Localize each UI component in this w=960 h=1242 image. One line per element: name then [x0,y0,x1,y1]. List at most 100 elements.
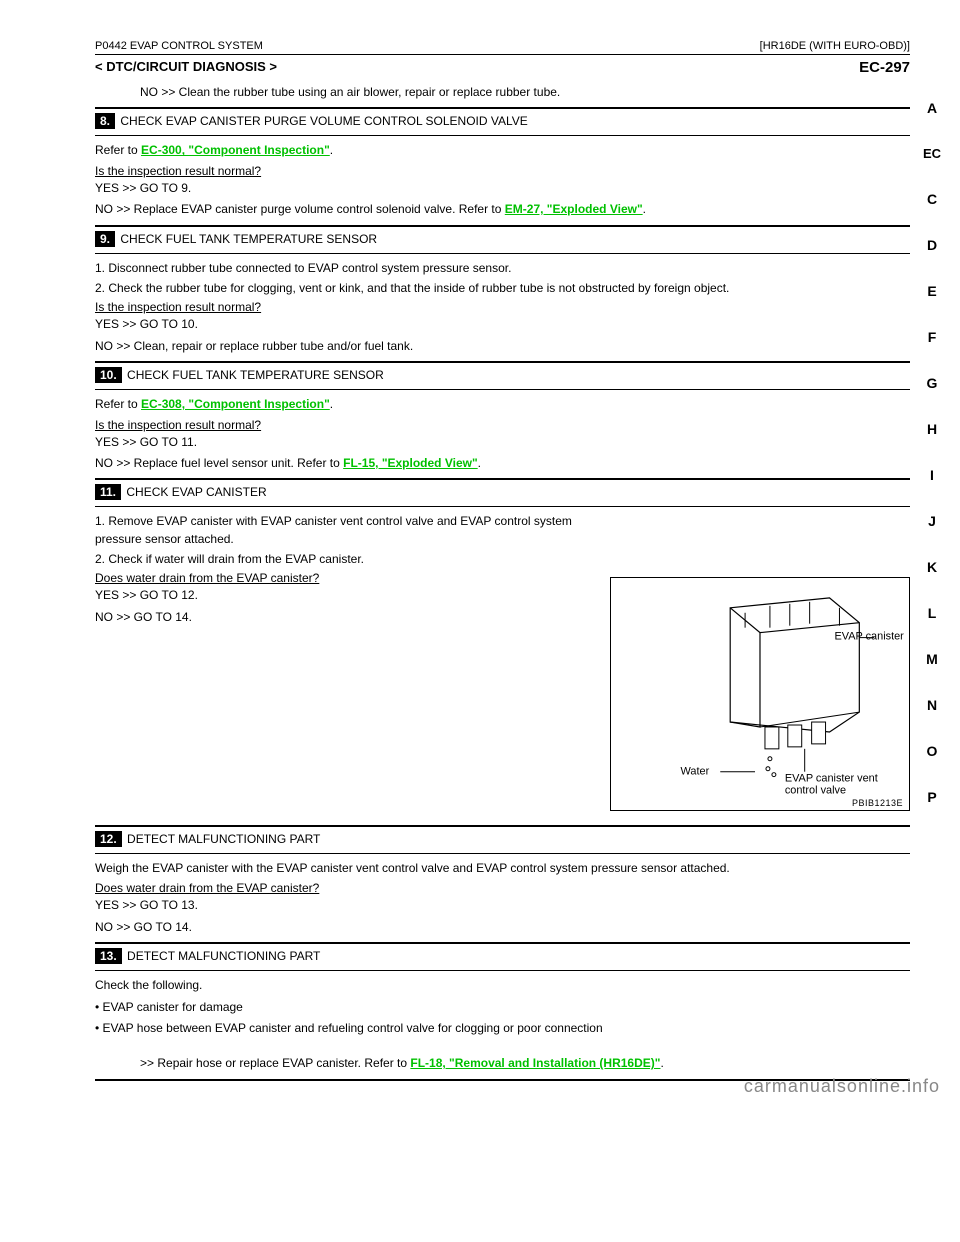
link-fl18[interactable]: FL-18, "Removal and Installation (HR16DE… [410,1056,660,1070]
step-11-l2: Check if water will drain from the EVAP … [95,551,575,568]
step-8-ref: Refer to EC-300, "Component Inspection". [95,142,910,159]
step-12-yes: YES >> GO TO 13. [95,897,910,914]
step-13-arrow: >> Repair hose or replace EVAP canister.… [140,1055,910,1072]
link-ec300[interactable]: EC-300, "Component Inspection" [141,143,330,157]
fig-label-water: Water [681,766,710,778]
subheader: < DTC/CIRCUIT DIAGNOSIS > EC-297 [95,59,910,82]
step-13-arrow-pre: >> Repair hose or replace EVAP canister.… [140,1056,410,1070]
tab-n[interactable]: N [920,697,944,713]
link-ec308[interactable]: EC-308, "Component Inspection" [141,397,330,411]
tab-m[interactable]: M [920,651,944,667]
step-13-arrow-post: . [660,1056,663,1070]
step-10-yes: YES >> GO TO 11. [95,434,910,451]
step-9-l1: Disconnect rubber tube connected to EVAP… [95,260,910,277]
fig-label-canister: EVAP canister [834,631,904,643]
tab-j[interactable]: J [920,513,944,529]
step-8-yes: YES >> GO TO 9. [95,180,910,197]
evap-canister-figure: EVAP canister Water EVAP canister vent c… [610,577,910,811]
step-10-header: 10. CHECK FUEL TANK TEMPERATURE SENSOR [95,367,910,383]
step-11-l1: Remove EVAP canister with EVAP canister … [95,513,575,548]
page-container: A EC C D E F G H I J K L M N O P P0442 E… [0,0,960,1105]
side-tab-strip: A EC C D E F G H I J K L M N O P [920,100,944,805]
step-9-list: Disconnect rubber tube connected to EVAP… [95,260,910,298]
step-13-b2: • EVAP hose between EVAP canister and re… [95,1020,910,1037]
step-divider-8 [95,107,910,109]
step-10-num: 10. [95,367,122,383]
step-8-prompt: Is the inspection result normal? [95,164,910,178]
step-12-prompt: Does water drain from the EVAP canister? [95,881,910,895]
tab-e[interactable]: E [920,283,944,299]
thin-rule [95,135,910,136]
svg-text:control valve: control valve [785,785,846,797]
step-10-ref-pre: Refer to [95,397,141,411]
carryover-no: NO >> Clean the rubber tube using an air… [140,84,910,101]
step-9-title: CHECK FUEL TANK TEMPERATURE SENSOR [120,232,377,246]
tab-ec[interactable]: EC [920,146,944,161]
tab-d[interactable]: D [920,237,944,253]
step-12-line: Weigh the EVAP canister with the EVAP ca… [95,860,910,877]
step-10-title: CHECK FUEL TANK TEMPERATURE SENSOR [127,368,384,382]
step-8-num: 8. [95,113,115,129]
step-12-header: 12. DETECT MALFUNCTIONING PART [95,831,910,847]
dtc-label: < DTC/CIRCUIT DIAGNOSIS > [95,59,277,74]
step-divider-10 [95,361,910,363]
step-divider-12 [95,825,910,827]
tab-i[interactable]: I [920,467,944,483]
step-10-prompt: Is the inspection result normal? [95,418,910,432]
step-8-no: NO >> Replace EVAP canister purge volume… [95,201,910,218]
tab-c[interactable]: C [920,191,944,207]
step-9-l2: Check the rubber tube for clogging, vent… [95,280,910,297]
step-8-ref-pre: Refer to [95,143,141,157]
link-fl15[interactable]: FL-15, "Exploded View" [343,456,478,470]
step-9-num: 9. [95,231,115,247]
step-8-header: 8. CHECK EVAP CANISTER PURGE VOLUME CONT… [95,113,910,129]
header-left: P0442 EVAP CONTROL SYSTEM [95,40,263,52]
canister-illustration: EVAP canister Water EVAP canister vent c… [611,578,909,797]
thin-rule-9 [95,253,910,254]
header-right: [HR16DE (WITH EURO-OBD)] [760,40,910,52]
step-10-ref: Refer to EC-308, "Component Inspection". [95,396,910,413]
tab-k[interactable]: K [920,559,944,575]
step-13-intro: Check the following. [95,977,910,994]
tab-f[interactable]: F [920,329,944,345]
watermark: carmanualsonline.info [744,1076,940,1097]
step-9-header: 9. CHECK FUEL TANK TEMPERATURE SENSOR [95,231,910,247]
step-8-no-post: . [643,202,646,216]
step-9-prompt: Is the inspection result normal? [95,300,910,314]
tab-o[interactable]: O [920,743,944,759]
step-divider-11 [95,478,910,480]
page-header: P0442 EVAP CONTROL SYSTEM [HR16DE (WITH … [95,40,910,52]
step-13-header: 13. DETECT MALFUNCTIONING PART [95,948,910,964]
tab-a[interactable]: A [920,100,944,116]
step-11-num: 11. [95,484,121,500]
step-13-b1: • EVAP canister for damage [95,999,910,1016]
step-12-num: 12. [95,831,122,847]
thin-rule-12 [95,853,910,854]
step-11-header: 11. CHECK EVAP CANISTER [95,484,910,500]
step-12-title: DETECT MALFUNCTIONING PART [127,832,320,846]
tab-l[interactable]: L [920,605,944,621]
step-divider-13 [95,942,910,944]
page-number: EC-297 [859,59,910,82]
step-10-no: NO >> Replace fuel level sensor unit. Re… [95,455,910,472]
step-9-yes: YES >> GO TO 10. [95,316,910,333]
thin-rule-13 [95,970,910,971]
step-11-title: CHECK EVAP CANISTER [126,485,266,499]
step-11-list: Remove EVAP canister with EVAP canister … [95,513,575,568]
step-10-no-pre: NO >> Replace fuel level sensor unit. Re… [95,456,343,470]
figure-caption: PBIB1213E [611,797,909,810]
thin-rule-10 [95,389,910,390]
fig-label-valve: EVAP canister vent [785,773,878,785]
step-13-num: 13. [95,948,122,964]
step-13-title: DETECT MALFUNCTIONING PART [127,949,320,963]
step-divider-9 [95,225,910,227]
thin-rule-11 [95,506,910,507]
step-10-no-post: . [478,456,481,470]
tab-g[interactable]: G [920,375,944,391]
tab-p[interactable]: P [920,789,944,805]
tab-h[interactable]: H [920,421,944,437]
link-em27[interactable]: EM-27, "Exploded View" [505,202,643,216]
step-12-no: NO >> GO TO 14. [95,919,910,936]
header-rule [95,54,910,55]
step-8-title: CHECK EVAP CANISTER PURGE VOLUME CONTROL… [120,114,527,128]
